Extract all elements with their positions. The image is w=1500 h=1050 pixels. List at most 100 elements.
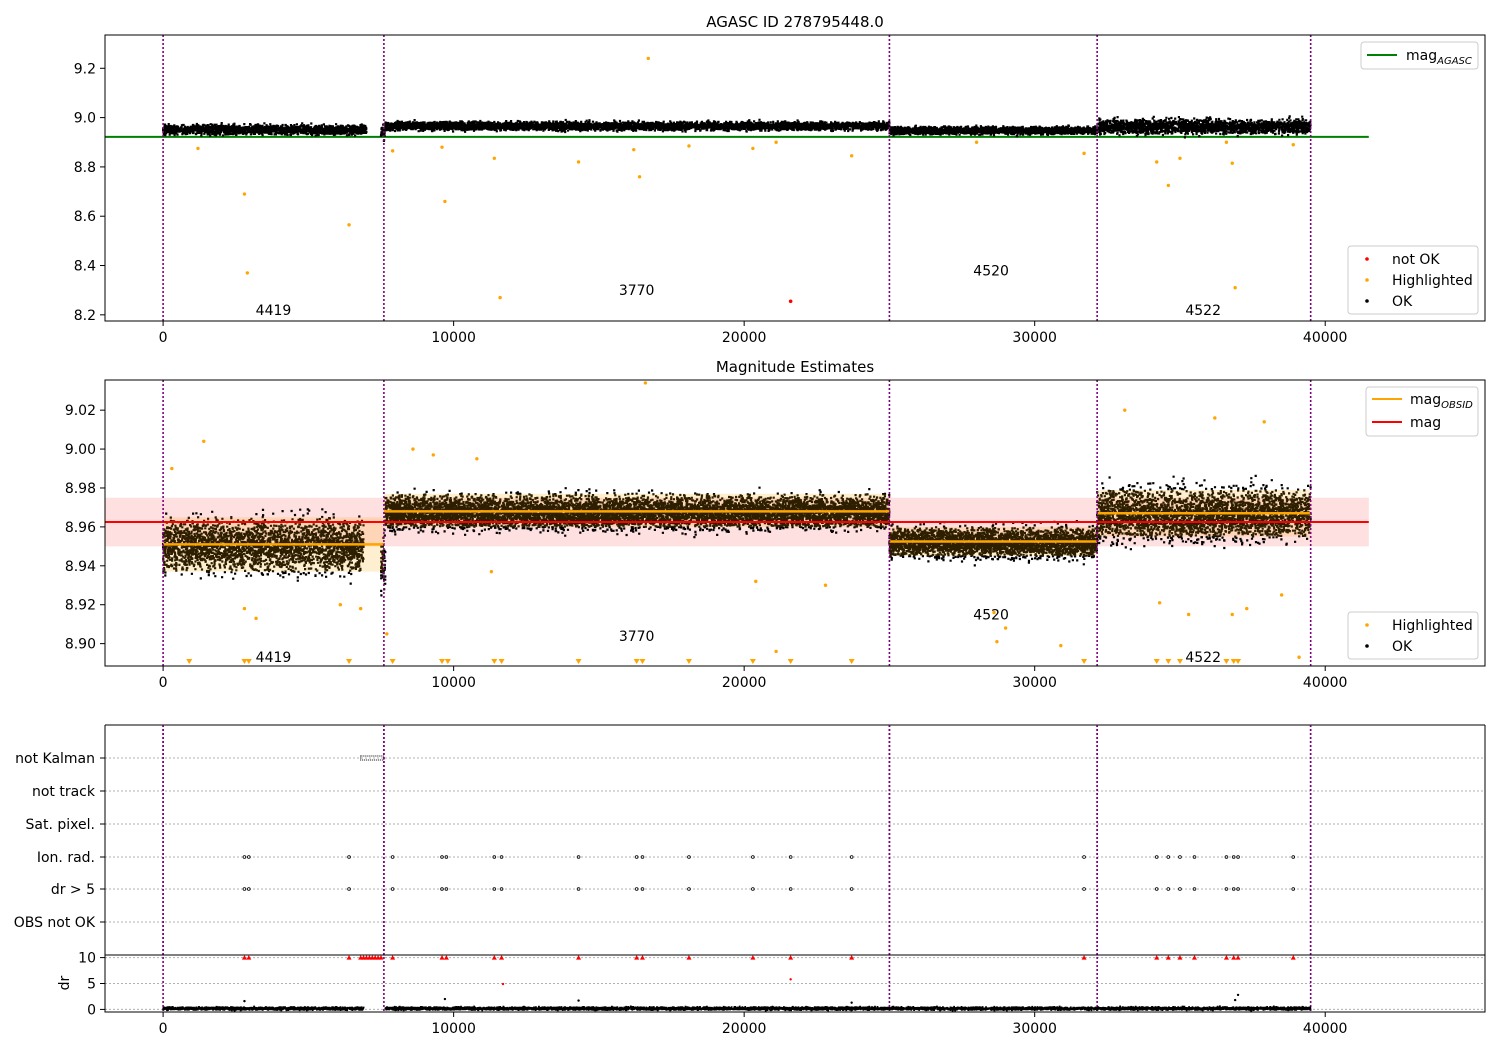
highlighted-point <box>1178 156 1182 160</box>
clipped-marker <box>346 659 353 664</box>
dr-clipped-marker <box>1081 955 1087 960</box>
flag-point <box>1224 855 1229 859</box>
clipped-marker <box>749 659 756 664</box>
dr-clipped-marker <box>241 955 247 960</box>
dr-ticks: 0 10000 20000 30000 40000 0 5 10 <box>78 951 1347 1037</box>
flag-point <box>444 887 449 891</box>
clipped-marker <box>491 659 498 664</box>
flag-point <box>1231 855 1236 859</box>
y-tick-label: 8.6 <box>74 209 96 225</box>
dr-clipped-marker <box>346 955 352 960</box>
flag-point <box>640 887 645 891</box>
flag-point <box>1166 887 1171 891</box>
y-tick-label: 5 <box>87 977 96 993</box>
flag-point <box>788 855 793 859</box>
flag-point <box>576 887 581 891</box>
flag-point <box>751 887 755 891</box>
legend-mag-label: mag <box>1410 415 1441 431</box>
y-tick-label: 8.90 <box>65 637 96 653</box>
clipped-marker <box>186 659 193 664</box>
flag-point <box>1231 887 1236 891</box>
flag-run <box>360 755 385 761</box>
y-tick-label: 8.94 <box>65 559 96 575</box>
clipped-marker <box>498 659 505 664</box>
dr-point <box>1236 993 1240 997</box>
clipped-marker <box>1230 659 1237 664</box>
flag-point <box>1178 887 1182 891</box>
legend-mag-obsid-sub: OBSID <box>1441 400 1473 411</box>
y-tick-label: 8.8 <box>74 160 96 176</box>
highlighted-point <box>170 466 174 471</box>
highlighted-point <box>995 639 999 644</box>
clipped-marker <box>639 659 646 664</box>
y-tick-label: 9.02 <box>65 403 96 419</box>
clipped-marker <box>575 659 582 664</box>
highlighted-point <box>1230 161 1234 165</box>
highlighted-point <box>338 603 343 607</box>
flag-point <box>849 887 854 891</box>
dr-clipped-marker <box>576 955 582 960</box>
obsid-label: 4419 <box>256 650 292 666</box>
flag-category-label: Ion. rad. <box>37 850 95 866</box>
legend-highlighted-label: Highlighted <box>1392 618 1473 634</box>
dr-clipped-marker <box>1191 955 1197 960</box>
y-tick-label: 9.2 <box>74 61 96 77</box>
ok-points-cluster <box>380 529 387 597</box>
flag-category-label: not track <box>32 784 96 800</box>
highlighted-point <box>202 439 206 443</box>
highlighted-point <box>643 381 648 385</box>
highlighted-point <box>646 56 650 61</box>
highlighted-point <box>1059 643 1063 648</box>
middle-obsid-labels: 4419 3770 4520 4522 <box>256 607 1221 666</box>
highlighted-point <box>1224 140 1229 144</box>
flag-point <box>640 855 645 859</box>
y-tick-label: 9.00 <box>65 442 96 458</box>
highlighted-point <box>754 579 758 584</box>
highlighted-point <box>774 649 778 654</box>
dr-clipped-marker <box>1231 955 1237 960</box>
highlighted-point <box>1186 612 1191 617</box>
dr-clipped-marker <box>788 955 794 960</box>
panel-middle: Magnitude Estimates 0 10000 20000 30000 4000… <box>65 358 1486 691</box>
dr-point <box>577 999 580 1002</box>
x-tick-label: 10000 <box>431 675 476 691</box>
flag-category-label: dr > 5 <box>51 882 95 898</box>
highlighted-point <box>385 632 389 636</box>
highlighted-point <box>632 147 636 152</box>
highlighted-point <box>440 145 444 149</box>
highlighted-point <box>1297 655 1301 659</box>
x-tick-label: 0 <box>159 330 168 346</box>
dr-clipped-marker <box>1154 955 1160 960</box>
svg-text:magOBSID: magOBSID <box>1410 392 1473 411</box>
flag-point <box>440 855 444 859</box>
middle-legend-upper: magOBSID mag <box>1365 386 1479 437</box>
dr-point <box>850 1001 853 1004</box>
x-tick-label: 20000 <box>722 675 767 691</box>
flag-category-label: OBS not OK <box>14 915 96 931</box>
clipped-marker <box>245 659 252 664</box>
top-ticks: 0 10000 20000 30000 40000 8.2 8.4 8.6 8.8 9.0 9.2 <box>74 61 1348 346</box>
clipped-marker <box>1153 659 1160 664</box>
obsid-label: 3770 <box>619 283 655 299</box>
flag-point <box>1154 887 1159 891</box>
highlighted-point <box>411 447 415 451</box>
flag-point <box>1236 855 1240 859</box>
highlighted-point <box>849 154 854 158</box>
highlighted-point <box>489 569 494 574</box>
obsid-label: 4419 <box>256 303 292 319</box>
highlighted-point <box>254 616 258 621</box>
dr-clipped-marker <box>439 955 445 960</box>
highlighted-point <box>475 457 479 461</box>
dr-clipped-marker <box>639 955 645 960</box>
x-tick-label: 40000 <box>1303 330 1348 346</box>
clipped-marker <box>439 659 446 664</box>
legend-highlighted-swatch <box>1365 623 1369 627</box>
obsid-label: 4520 <box>973 607 1009 623</box>
middle-frame <box>104 379 1486 667</box>
flag-category-label: Sat. pixel. <box>26 817 95 833</box>
flag-point <box>492 887 497 891</box>
highlighted-point <box>1262 420 1266 424</box>
clipped-marker <box>389 659 396 664</box>
y-tick-label: 8.92 <box>65 598 96 614</box>
x-tick-label: 10000 <box>431 330 476 346</box>
